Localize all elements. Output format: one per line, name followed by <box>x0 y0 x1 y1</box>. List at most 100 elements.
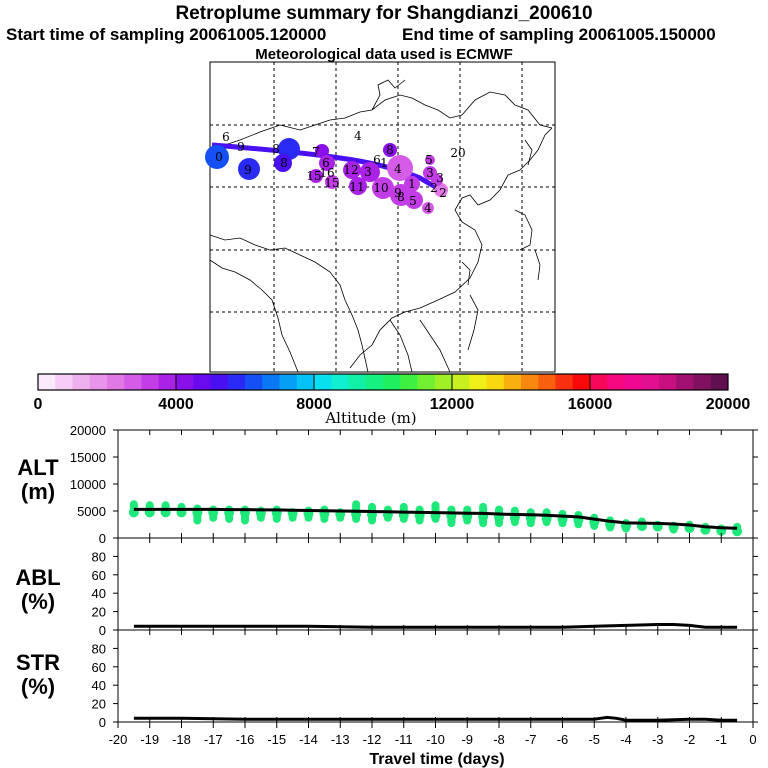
y-tick-label: 60 <box>92 568 106 583</box>
trajectory-path <box>211 142 443 193</box>
colorbar-tick-label: 8000 <box>296 396 332 413</box>
end-time-label: End time of sampling 20061005.150000 <box>402 25 716 44</box>
x-tick-label: -9 <box>461 732 473 747</box>
colorbar-cell <box>452 374 470 390</box>
colorbar-cell <box>245 374 263 390</box>
x-tick-label: -4 <box>620 732 632 747</box>
str-panel-frame <box>117 629 754 723</box>
map-label: 4 <box>394 162 402 176</box>
colorbar-tick-label: 12000 <box>430 396 475 413</box>
y-tick-label: 40 <box>92 586 106 601</box>
plume-circle <box>431 174 443 186</box>
plume-circle <box>309 169 323 183</box>
colorbar-cell <box>710 374 729 390</box>
map-frame <box>209 61 556 373</box>
x-tick-label: -19 <box>140 732 159 747</box>
plume-circle <box>434 183 448 197</box>
start-time-label: Start time of sampling 20061005.120000 <box>6 25 327 44</box>
alt-median-line <box>133 507 738 530</box>
plume-circle <box>349 177 367 195</box>
colorbar-cell <box>107 374 125 390</box>
colorbar-cell <box>141 374 160 390</box>
map-label: 10 <box>373 181 388 195</box>
x-axis-label: Travel time (days) <box>369 751 504 768</box>
colorbar-cell <box>89 374 108 390</box>
map-label: 20 <box>450 146 465 160</box>
plume-circle <box>372 177 394 199</box>
alt-unit: (m) <box>21 479 55 504</box>
str-line <box>133 715 738 722</box>
y-tick-label: 15000 <box>70 450 106 465</box>
colorbar-cell <box>383 374 401 390</box>
x-tick-label: 0 <box>749 732 756 747</box>
colorbar-cell <box>262 374 280 390</box>
y-tick-label: 5000 <box>77 504 106 519</box>
plume-circle <box>319 155 335 171</box>
colorbar-cell <box>486 374 505 390</box>
abl-panel-frame <box>117 537 754 631</box>
str-label: STR <box>16 650 60 675</box>
y-tick-label: 60 <box>92 660 106 675</box>
x-tick-label: -11 <box>395 732 413 747</box>
colorbar-cell <box>693 374 712 390</box>
colorbar-cell <box>434 374 453 390</box>
colorbar-cell <box>521 374 539 390</box>
colorbar-cell <box>641 374 660 390</box>
map-label: 9 <box>237 140 245 154</box>
plume-circles <box>205 138 448 214</box>
plume-circle <box>315 144 329 158</box>
colorbar-cell <box>158 374 177 390</box>
colorbar-cell <box>417 374 436 390</box>
colorbar-tick-label: 16000 <box>568 396 613 413</box>
colorbar: 0 4000 8000 12000 16000 20000 Altitude (m) <box>34 373 751 427</box>
abl-y-ticks: 80 60 40 20 0 <box>92 549 758 638</box>
map-label: 8 <box>272 142 280 156</box>
map-label: 7 <box>312 145 320 159</box>
map-label: 12 <box>343 163 358 177</box>
plume-circle <box>404 176 420 192</box>
colorbar-cell <box>590 374 608 390</box>
map-label: 3 <box>436 171 444 185</box>
str-y-ticks: 80 60 40 20 0 <box>92 641 758 730</box>
x-tick-label: -12 <box>363 732 382 747</box>
colorbar-cell <box>348 374 367 390</box>
map-label: 11 <box>349 180 364 194</box>
colorbar-cell <box>314 374 332 390</box>
map-label: 2 <box>439 186 447 200</box>
time-series-panels: ALT (m) ABL (%) STR (%) 2000015000100005… <box>15 423 758 768</box>
plume-circle <box>238 158 260 180</box>
y-tick-label: 80 <box>92 641 106 656</box>
colorbar-cell <box>365 374 384 390</box>
map-label: 4 <box>424 201 432 215</box>
y-tick-label: 0 <box>99 715 106 730</box>
y-tick-label: 20000 <box>70 423 106 438</box>
colorbar-cell <box>624 374 643 390</box>
colorbar-cell <box>572 374 591 390</box>
colorbar-cell <box>210 374 229 390</box>
abl-label: ABL <box>15 565 60 590</box>
plume-circle <box>325 175 339 189</box>
met-data-label: Meteorological data used is ECMWF <box>255 46 513 63</box>
colorbar-tick-label: 20000 <box>706 396 751 413</box>
map-label: 1 <box>408 177 416 191</box>
x-tick-label: -3 <box>652 732 664 747</box>
plume-circle <box>360 162 380 182</box>
plume-circle <box>422 202 434 214</box>
colorbar-cell <box>331 374 349 390</box>
colorbar-cell <box>555 374 574 390</box>
y-tick-label: 20 <box>92 605 106 620</box>
colorbar-tick-label: 0 <box>34 396 43 413</box>
colorbar-cell <box>124 374 142 390</box>
x-tick-label: -20 <box>109 732 128 747</box>
str-unit: (%) <box>21 674 55 699</box>
map-label: 6 <box>322 156 330 170</box>
map-label: 4 <box>354 129 362 143</box>
abl-unit: (%) <box>21 589 55 614</box>
x-tick-label: -5 <box>588 732 600 747</box>
str-series <box>133 715 738 722</box>
main-title: Retroplume summary for Shangdianzi_20061… <box>175 3 593 24</box>
coastlines <box>209 79 553 373</box>
colorbar-cell <box>607 374 625 390</box>
